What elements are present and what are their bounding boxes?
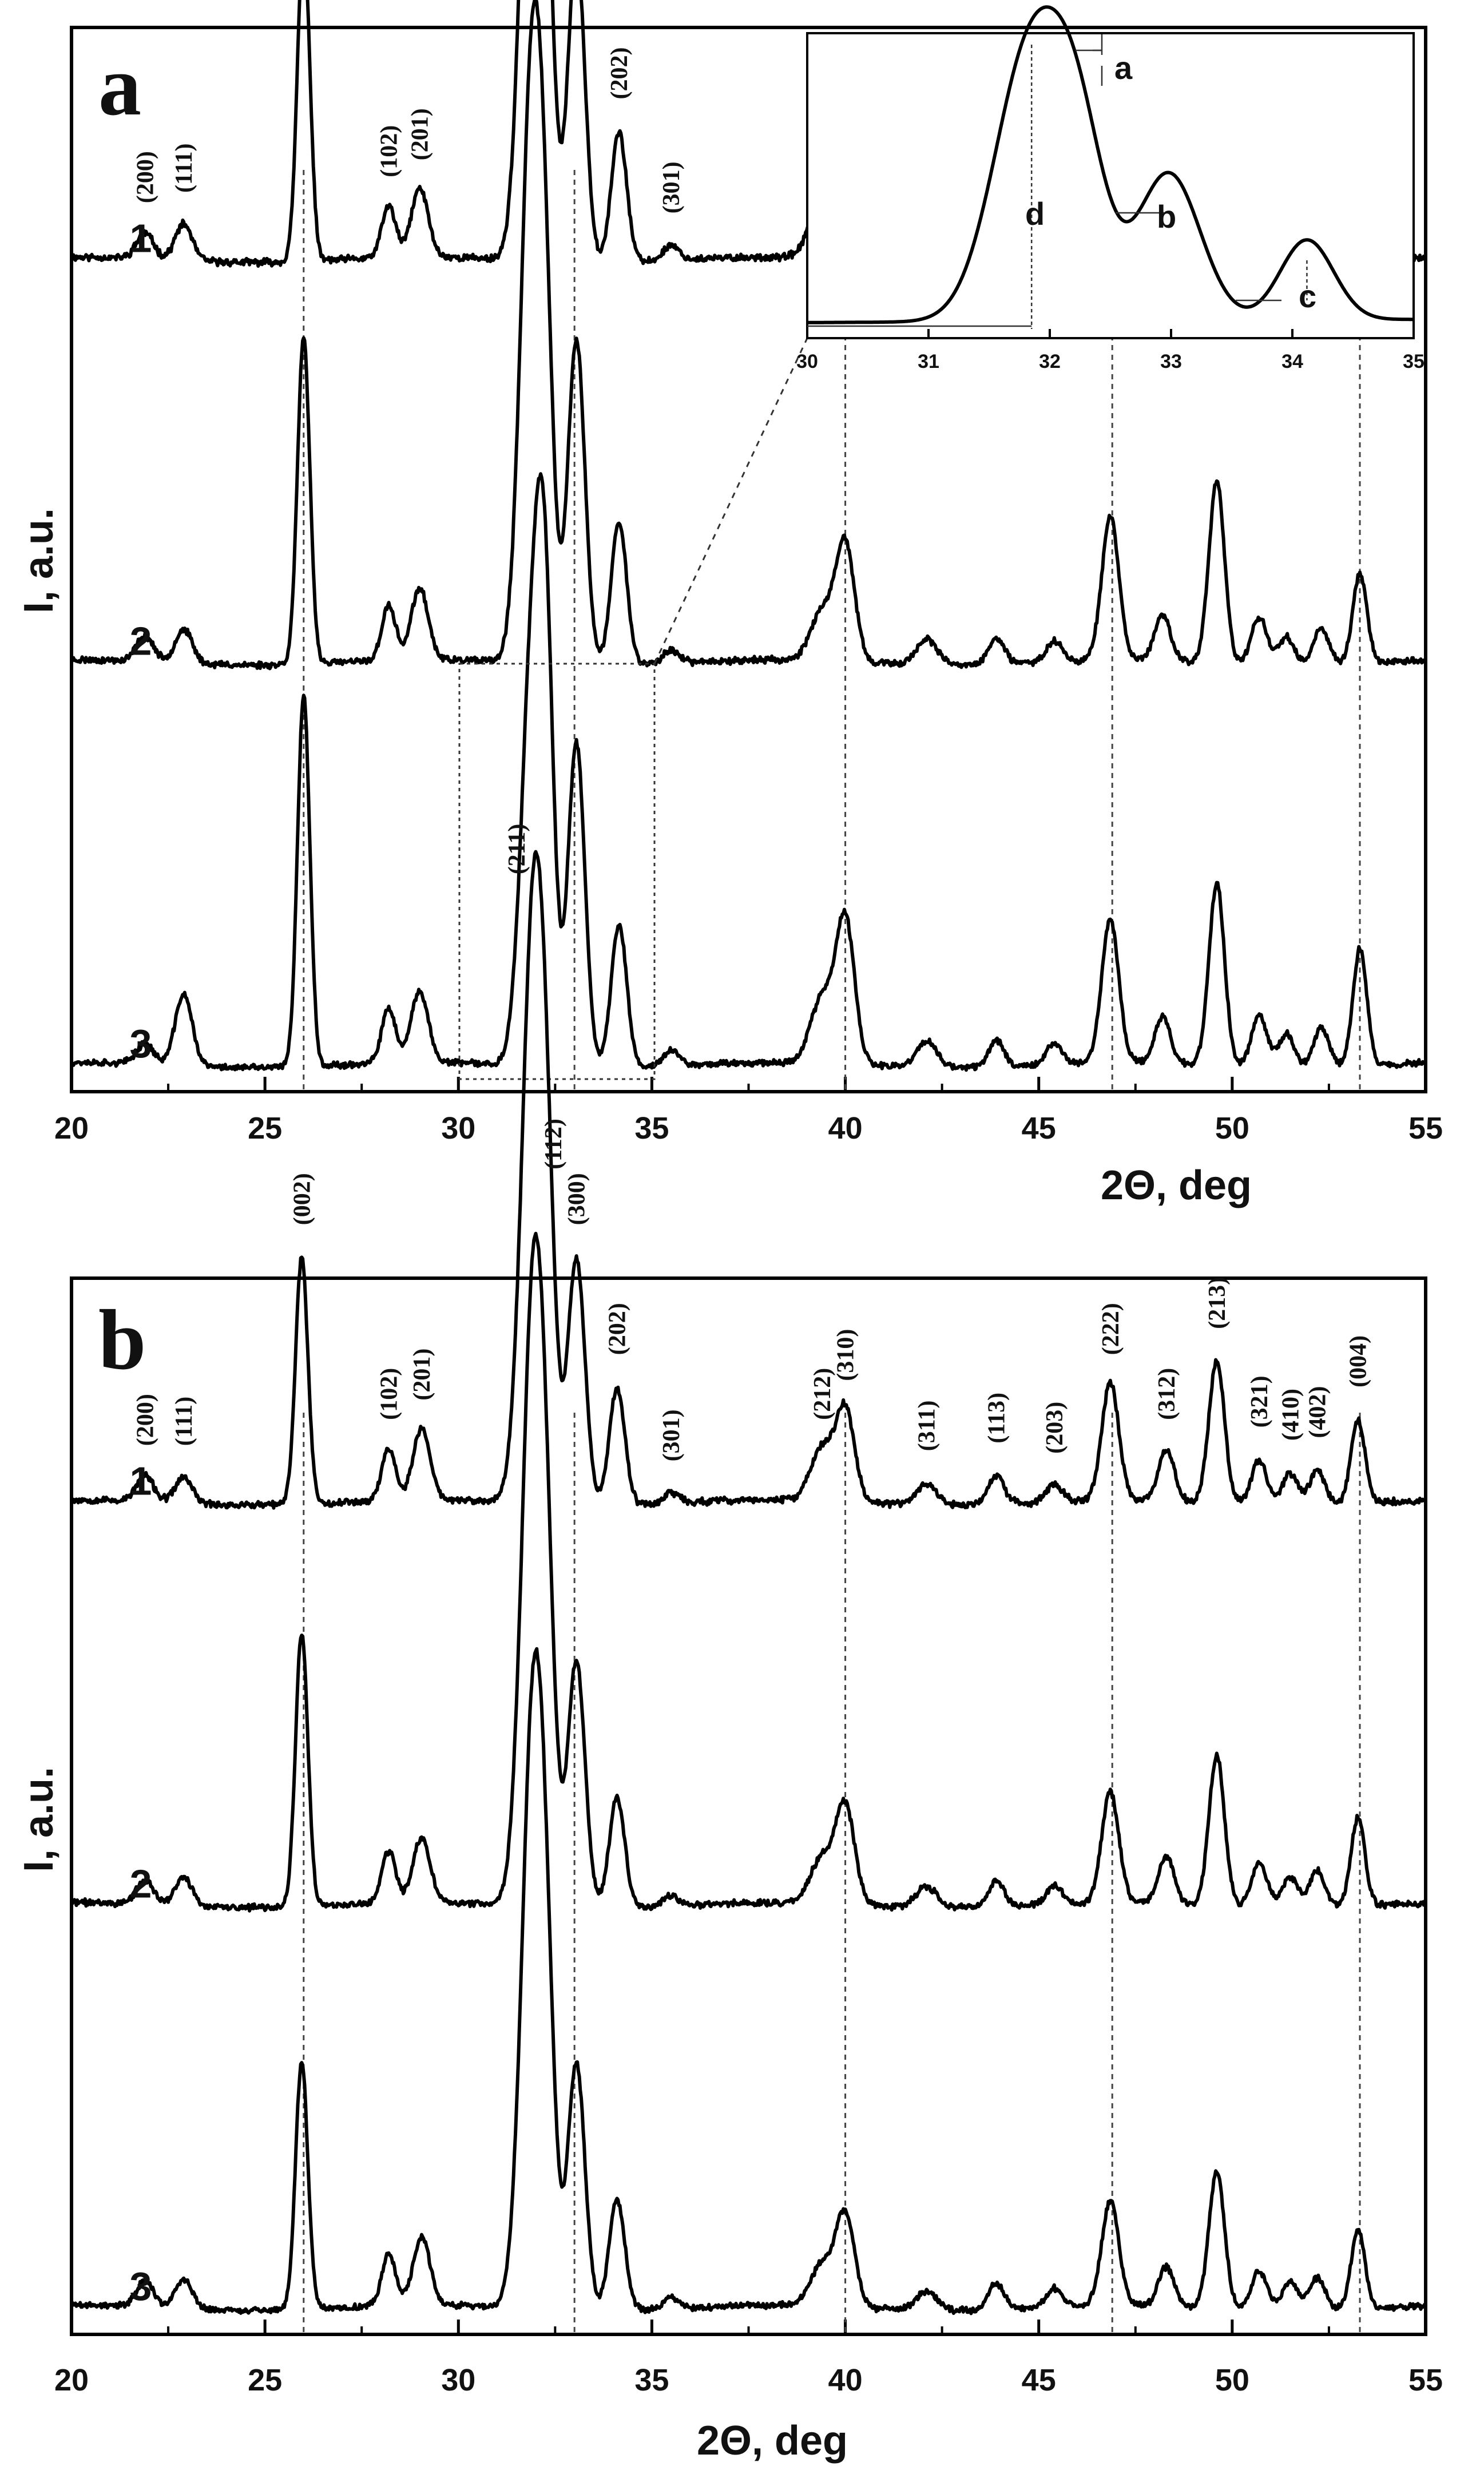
series-label-2: 2 — [130, 1861, 152, 1906]
inset-tick-label: 32 — [1039, 351, 1061, 372]
inset-tick-label: 35 — [1403, 351, 1425, 372]
hkl-label: (312) — [1154, 1368, 1180, 1420]
hkl-label: (002) — [289, 1173, 315, 1225]
hkl-label: (004) — [1346, 1335, 1372, 1387]
hkl-label: (201) — [407, 108, 434, 160]
hkl-label: (202) — [606, 47, 633, 100]
inset-tick-label: 34 — [1281, 351, 1303, 372]
x-tick-label: 35 — [634, 2363, 669, 2397]
series-label-3: 3 — [130, 1021, 152, 1066]
panel-b-xlabel: 2Θ, deg — [697, 2418, 848, 2464]
hkl-label: (111) — [171, 144, 197, 193]
hkl-label: (301) — [658, 161, 685, 213]
panel-b-series-labels: 1 2 3 — [130, 1459, 152, 2309]
x-tick-label: 40 — [828, 1111, 863, 1145]
x-tick-label: 50 — [1215, 1111, 1249, 1145]
panel-b-hkl-labels: (200) (111) (002) (102) (201) (211) (112) (300)… — [133, 824, 1372, 1462]
hkl-label: (203) — [1042, 1402, 1068, 1454]
panel-b-letter: b — [98, 1292, 146, 1387]
series-line-2 — [70, 0, 1427, 671]
hkl-label: (222) — [1098, 1303, 1124, 1355]
panel-a-letter: a — [98, 38, 141, 133]
hkl-label: (300) — [564, 1173, 590, 1225]
series-line-3 — [70, 1647, 1427, 2316]
x-tick-label: 20 — [54, 2363, 89, 2397]
panel-a-ylabel: I, a.u. — [16, 508, 62, 613]
x-tick-label: 45 — [1022, 1111, 1056, 1145]
hkl-label: (213) — [1204, 1277, 1231, 1329]
x-tick-label: 20 — [54, 1111, 89, 1145]
hkl-label: (111) — [171, 1397, 197, 1446]
x-tick-label: 55 — [1408, 1111, 1443, 1145]
hkl-label: (310) — [833, 1329, 859, 1381]
x-tick-label: 40 — [828, 2363, 863, 2397]
panel-a-x-ticks: 20 25 30 35 40 45 50 55 — [54, 1077, 1443, 1145]
hkl-label: (202) — [605, 1303, 631, 1355]
panel-a-series-labels: 1 2 3 — [130, 216, 152, 1066]
panel-b-x-ticks: 20 25 30 35 40 45 50 55 — [54, 2320, 1443, 2397]
inset-marker-label: a — [1114, 50, 1133, 86]
x-tick-label: 30 — [441, 2363, 475, 2397]
hkl-label: (301) — [658, 1409, 685, 1461]
panel-b-dashed-lines — [303, 1412, 1361, 2332]
panel-b-series — [70, 850, 1427, 2316]
hkl-label: (200) — [133, 1394, 159, 1446]
hkl-label: (321) — [1247, 1375, 1273, 1428]
panel-a-xlabel: 2Θ, deg — [1101, 1163, 1252, 1208]
hkl-label: (211) — [504, 824, 530, 875]
inset-x-ticks: 30 31 32 33 34 35 — [796, 329, 1425, 372]
hkl-label: (102) — [376, 1368, 403, 1420]
series-label-2: 2 — [130, 618, 152, 663]
inset-annotations: a b c d — [807, 34, 1316, 329]
x-tick-label: 25 — [248, 2363, 282, 2397]
panel-a-dashed-lines — [303, 169, 1361, 1089]
hkl-label: (212) — [810, 1368, 836, 1420]
hkl-label: (311) — [914, 1401, 941, 1452]
inset-marker-label: c — [1299, 278, 1316, 314]
hkl-label: (200) — [133, 151, 159, 203]
panel-b: b 2Θ, deg I, a.u. 20 25 30 35 40 45 50 55 1 2 3 (… — [16, 824, 1443, 2464]
inset-marker-label: b — [1157, 199, 1176, 235]
panel-a: a 2Θ, deg I, a.u. 20 25 30 35 40 45 50 55 1 2 3 (… — [16, 0, 1443, 1208]
hkl-label: (113) — [983, 1393, 1010, 1444]
hkl-label: (201) — [409, 1349, 435, 1401]
hkl-label: (102) — [376, 125, 403, 177]
zoom-box — [458, 663, 656, 1080]
hkl-label: (112) — [541, 1119, 567, 1169]
inset-curve — [807, 5, 1414, 324]
series-line-3 — [70, 472, 1427, 1072]
panel-b-ylabel: I, a.u. — [16, 1767, 62, 1872]
hkl-label: (410) — [1277, 1389, 1304, 1441]
series-label-1: 1 — [130, 1459, 152, 1504]
x-tick-label: 55 — [1408, 2363, 1443, 2397]
inset-marker-label: d — [1025, 196, 1045, 232]
x-tick-label: 25 — [248, 1111, 282, 1145]
series-label-3: 3 — [130, 2264, 152, 2309]
zoom-connector-line — [653, 338, 808, 664]
inset-frame — [806, 32, 1415, 339]
x-tick-label: 35 — [634, 1111, 669, 1145]
x-tick-label: 50 — [1215, 2363, 1249, 2397]
inset: 30 31 32 33 34 35 a b c d — [796, 5, 1425, 372]
series-line-2 — [70, 1231, 1427, 1913]
inset-tick-label: 33 — [1160, 351, 1182, 372]
inset-tick-label: 30 — [796, 351, 818, 372]
hkl-label: (402) — [1305, 1386, 1331, 1438]
inset-tick-label: 31 — [918, 351, 939, 372]
series-label-1: 1 — [130, 216, 152, 261]
x-tick-label: 45 — [1022, 2363, 1056, 2397]
x-tick-label: 30 — [441, 1111, 475, 1145]
series-line-1 — [70, 850, 1427, 1510]
